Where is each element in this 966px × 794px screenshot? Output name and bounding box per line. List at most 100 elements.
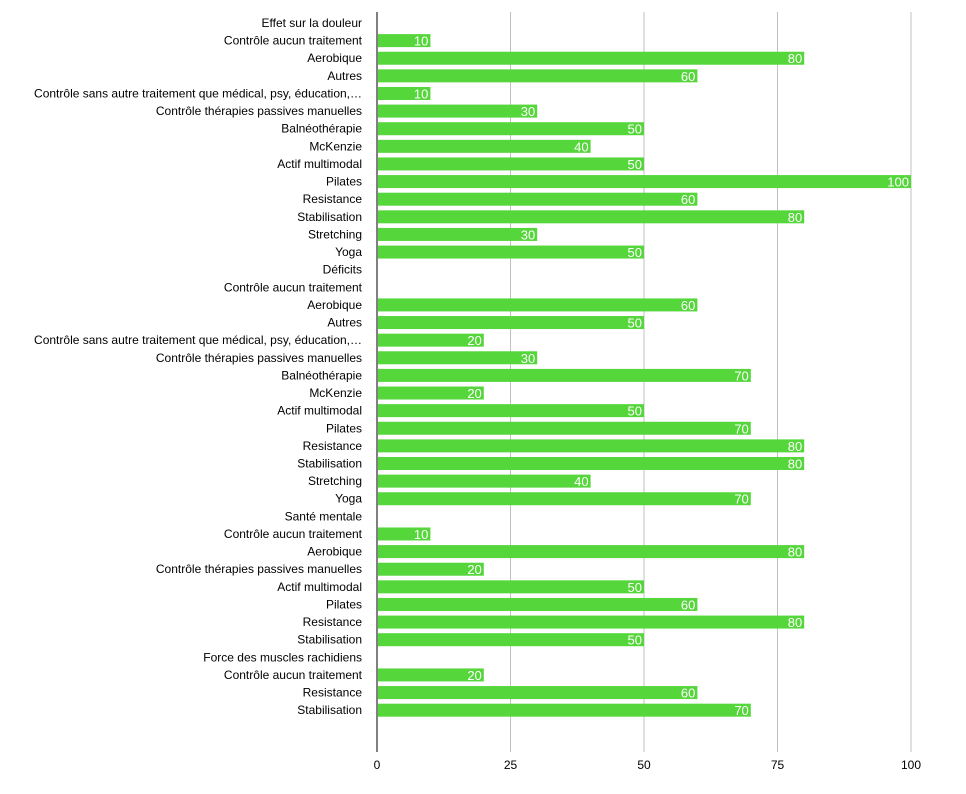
value-labels: 10 80 60 10 30 50 40 50 100 60 80 30 50 60 50 20 30 70 20 5…: [414, 34, 909, 719]
category-label: Resistance: [303, 192, 363, 206]
bar: [378, 157, 644, 171]
value-label: 10: [414, 34, 428, 49]
bar: [378, 122, 644, 136]
category-label: Aerobique: [307, 51, 362, 65]
bar: [378, 175, 911, 189]
value-label: 40: [574, 139, 588, 154]
bar: [378, 34, 431, 48]
value-label: 10: [414, 86, 428, 101]
value-label: 30: [521, 104, 535, 119]
category-label: Actif multimodal: [277, 404, 362, 418]
category-label: Aerobique: [307, 545, 362, 559]
bar: [378, 597, 698, 611]
bar: [378, 474, 591, 488]
value-label: 60: [681, 597, 695, 612]
value-label: 20: [467, 562, 481, 577]
bar: [378, 210, 805, 224]
category-label: Déficits: [323, 263, 362, 277]
value-label: 20: [467, 333, 481, 348]
value-label: 50: [628, 122, 642, 137]
bar: [378, 192, 698, 206]
category-label: Yoga: [335, 245, 362, 259]
bar: [378, 316, 644, 330]
value-label: 30: [521, 227, 535, 242]
category-label: McKenzie: [309, 386, 362, 400]
bar: [378, 668, 484, 682]
bar: [378, 227, 538, 241]
category-label: Balnéothérapie: [281, 122, 362, 136]
x-tick-label: 75: [771, 758, 785, 772]
bar: [378, 368, 751, 382]
bar: [378, 333, 484, 347]
value-label: 70: [734, 703, 748, 718]
bar: [378, 298, 698, 312]
category-label: Contrôle thérapies passives manuelles: [156, 104, 362, 118]
category-label: Stabilisation: [297, 210, 362, 224]
value-label: 100: [887, 175, 909, 190]
value-label: 50: [628, 157, 642, 172]
category-label: Contrôle aucun traitement: [224, 527, 363, 541]
category-label: Contrôle thérapies passives manuelles: [156, 351, 362, 365]
value-label: 50: [628, 404, 642, 419]
x-tick-label: 100: [901, 758, 921, 772]
value-label: 40: [574, 474, 588, 489]
bar: [378, 703, 751, 717]
category-label: Yoga: [335, 492, 362, 506]
category-label: Resistance: [303, 686, 363, 700]
bar: [378, 615, 805, 629]
bar: [378, 545, 805, 559]
bar: [378, 351, 538, 365]
value-label: 70: [734, 421, 748, 436]
value-label: 80: [788, 51, 802, 66]
category-labels: Effet sur la douleur Contrôle aucun trait…: [34, 16, 363, 717]
category-label: Contrôle aucun traitement: [224, 280, 363, 294]
bar: [378, 104, 538, 118]
x-tick-label: 0: [374, 758, 381, 772]
value-label: 60: [681, 686, 695, 701]
value-label: 50: [628, 245, 642, 260]
bar: [378, 421, 751, 435]
category-label: Stabilisation: [297, 633, 362, 647]
x-axis-tick-labels: 0 25 50 75 100: [374, 758, 922, 772]
value-label: 80: [788, 545, 802, 560]
value-label: 80: [788, 457, 802, 472]
category-label: Pilates: [326, 421, 362, 435]
value-label: 30: [521, 351, 535, 366]
value-label: 60: [681, 69, 695, 84]
category-label: Contrôle sans autre traitement que médic…: [34, 86, 362, 100]
category-label: Contrôle thérapies passives manuelles: [156, 562, 362, 576]
category-label: Stabilisation: [297, 457, 362, 471]
bar: [378, 633, 644, 647]
bar: [378, 245, 644, 259]
value-label: 70: [734, 492, 748, 507]
category-label: Resistance: [303, 615, 363, 629]
bar: [378, 457, 805, 470]
bar: [378, 386, 484, 400]
value-label: 20: [467, 668, 481, 683]
category-label: Force des muscles rachidiens: [203, 650, 362, 664]
value-label: 80: [788, 439, 802, 454]
value-label: 50: [628, 580, 642, 595]
category-label: Stabilisation: [297, 703, 362, 717]
category-label: Resistance: [303, 439, 363, 453]
bar: [378, 492, 751, 506]
x-tick-label: 50: [637, 758, 651, 772]
category-label: Autres: [327, 316, 362, 330]
bar: [378, 562, 484, 576]
category-label: Effet sur la douleur: [261, 16, 362, 30]
category-label: Contrôle sans autre traitement que médic…: [34, 333, 362, 347]
value-label: 10: [414, 527, 428, 542]
category-label: Santé mentale: [285, 509, 363, 523]
category-label: Stretching: [308, 474, 362, 488]
category-label: Pilates: [326, 175, 362, 189]
bar: [378, 527, 431, 541]
bar: [378, 69, 698, 83]
gridlines: [510, 12, 912, 752]
value-label: 60: [681, 298, 695, 313]
category-label: Actif multimodal: [277, 580, 362, 594]
bars: [378, 34, 911, 717]
value-label: 20: [467, 386, 481, 401]
bar: [378, 404, 644, 418]
category-label: Pilates: [326, 597, 362, 611]
